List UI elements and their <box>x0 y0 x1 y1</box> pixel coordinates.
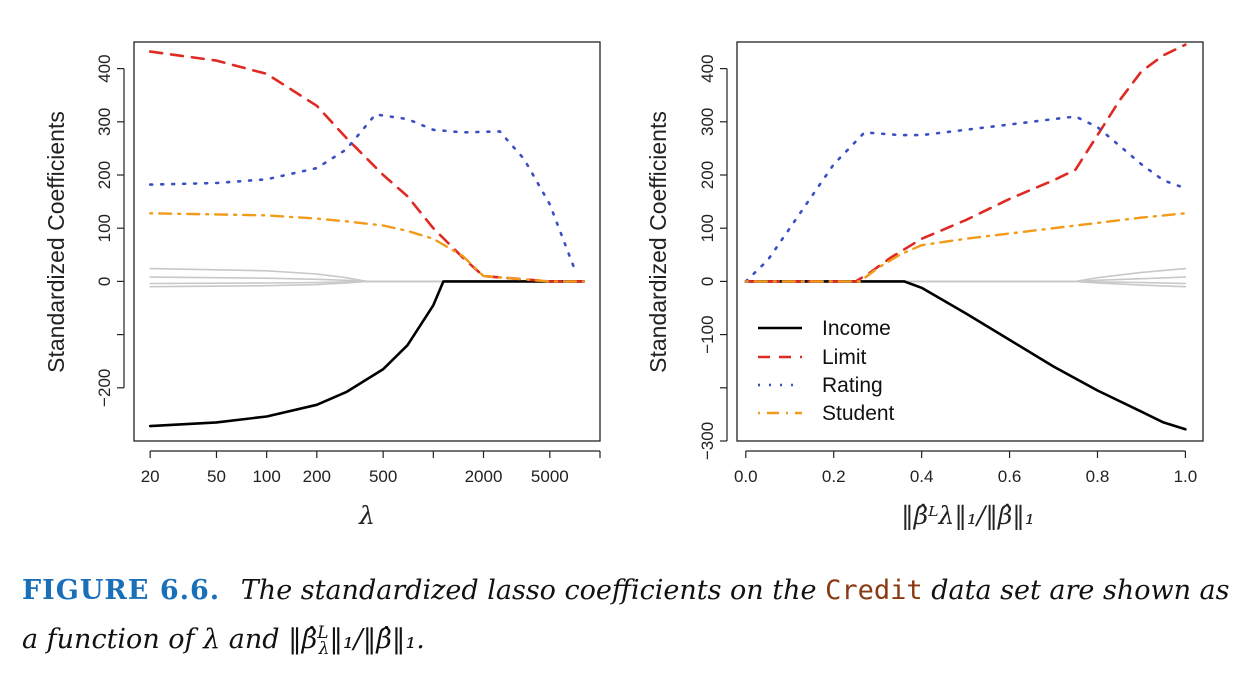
figure-caption: FIGURE 6.6. The standardized lasso coeff… <box>22 570 1237 670</box>
caption-text-after: data set are shown as a function of λ an… <box>22 575 1230 655</box>
caption-sup: L <box>317 623 329 643</box>
x-tick-label-left: 20 <box>141 467 160 486</box>
series-other-3-left <box>149 280 585 288</box>
caption-text-end: ‖₁/‖β̂‖₁. <box>329 624 425 655</box>
legend-label-limit: Limit <box>822 346 867 369</box>
plot-frame-right <box>736 41 1204 442</box>
series-rating-right <box>744 115 1187 283</box>
y-tick-label-right: 200 <box>698 161 717 189</box>
series-other-3-right <box>744 280 1187 288</box>
series-student-right <box>744 212 1187 283</box>
caption-text-before: The standardized lasso coefficients on t… <box>240 575 817 606</box>
y-tick-label-left: 100 <box>95 214 114 242</box>
caption-code: Credit <box>825 575 923 606</box>
chart-left: 20 50 100 200 500 2000 5000 −2000100200300400 … <box>43 41 601 530</box>
chart-right: 0.0 0.2 0.4 0.6 0.8 1.0 −300 −100 0 100 200 300 400… <box>645 41 1204 531</box>
y-tick-label-left: 300 <box>95 108 114 136</box>
x-tick-label-left: 100 <box>252 467 280 486</box>
y-tick-label-left: 200 <box>95 161 114 189</box>
series-limit-left <box>148 50 586 283</box>
series-income-right <box>744 280 1187 431</box>
x-tick-label-left: 50 <box>207 467 226 486</box>
charts-figure: 20 50 100 200 500 2000 5000 −2000100200300400 … <box>43 41 1204 531</box>
y-tick-label-right: 300 <box>698 108 717 136</box>
y-tick-label-right: −300 <box>698 422 717 460</box>
caption-label: FIGURE 6.6. <box>22 575 221 606</box>
series-group-right <box>744 43 1187 431</box>
y-tick-label-left: 0 <box>95 277 114 286</box>
y-axis-left: −200 0 100 200 300 400 <box>95 54 125 407</box>
x-tick-label-right: 0.0 <box>734 467 758 486</box>
x-tick-label-right: 1.0 <box>1174 467 1198 486</box>
x-tick-label-left: 500 <box>369 467 397 486</box>
y-tick-label-left: 400 <box>95 54 114 82</box>
legend-label-student: Student <box>822 402 895 425</box>
series-group-left <box>148 50 586 428</box>
y-tick-label-left: −200 <box>95 369 114 407</box>
series-limit-right <box>744 43 1187 283</box>
x-axis-title-left: λ <box>358 501 375 530</box>
caption-sub: λ <box>318 639 330 660</box>
y-axis-title-left: Standardized Coefficients <box>43 111 69 373</box>
x-axis-title-right: ‖β̂ᴸλ‖₁/‖β̂‖₁ <box>901 501 1035 531</box>
series-income-left <box>148 280 586 428</box>
y-tick-label-right: −100 <box>698 315 717 353</box>
x-tick-label-right: 0.8 <box>1086 467 1110 486</box>
legend: Income Limit Rating Student <box>758 317 895 425</box>
y-tick-label-right: 0 <box>698 277 717 286</box>
y-tick-label-right: 400 <box>698 54 717 82</box>
legend-label-rating: Rating <box>822 374 883 397</box>
x-tick-label-right: 0.2 <box>822 467 846 486</box>
legend-label-income: Income <box>822 317 891 340</box>
series-student-left <box>148 212 585 283</box>
x-tick-label-right: 0.4 <box>910 467 934 486</box>
x-tick-label-right: 0.6 <box>998 467 1022 486</box>
x-tick-label-left: 200 <box>303 467 331 486</box>
y-tick-label-right: 100 <box>698 214 717 242</box>
y-axis-title-right: Standardized Coefficients <box>645 111 671 373</box>
x-tick-label-left: 2000 <box>465 467 503 486</box>
series-rating-left <box>148 113 576 270</box>
plot-frame-left <box>133 41 601 442</box>
x-axis-right: 0.0 0.2 0.4 0.6 0.8 1.0 <box>734 450 1198 486</box>
y-axis-right: −300 −100 0 100 200 300 400 <box>698 54 728 460</box>
x-axis-left: 20 50 100 200 500 2000 5000 <box>141 450 601 486</box>
x-tick-label-left: 5000 <box>531 467 569 486</box>
